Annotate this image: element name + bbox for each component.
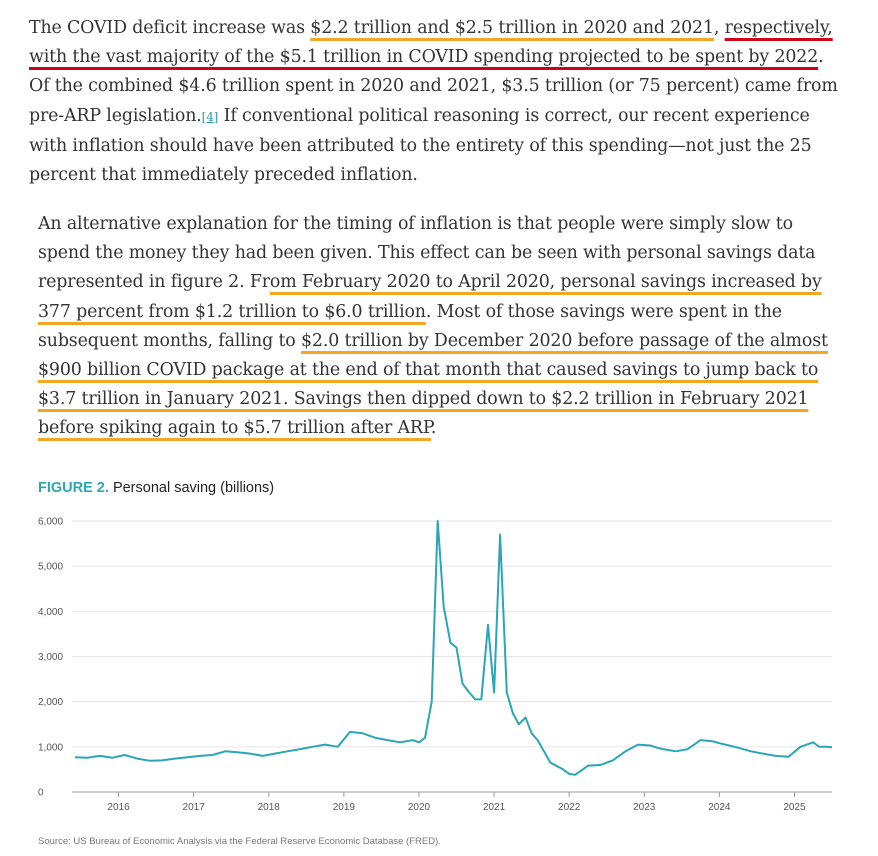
personal-saving-chart: 0 1,000 2,000 3,000 4,000 5,000 6,000 2016 2017…: [38, 517, 833, 813]
x-tick-label-2021: 2021: [483, 802, 506, 813]
y-tick-label-5000: 5,000: [38, 562, 63, 573]
figure-title: FIGURE 2. Personal saving (billions): [38, 480, 274, 496]
y-tick-label-6000: 6,000: [38, 517, 63, 528]
x-tick-label-2019: 2019: [333, 802, 356, 813]
x-tick-label-2018: 2018: [258, 802, 281, 813]
p1-text-4: If conventional political reasoning is c…: [29, 105, 812, 186]
p2-text-2: . Most of those savings were spent in th…: [38, 301, 782, 351]
p1-text-3: . Of the combined $4.6 trillion spent in…: [29, 47, 838, 126]
x-tick-label-2020: 2020: [408, 802, 431, 813]
figure-source: Source: US Bureau of Economic Analysis v…: [38, 836, 441, 847]
y-axis-labels: 0 1,000 2,000 3,000 4,000 5,000 6,000: [38, 517, 63, 799]
x-tick-label-2017: 2017: [183, 802, 206, 813]
x-tick-label-2025: 2025: [783, 802, 806, 813]
x-axis-ticks: [118, 792, 795, 797]
y-grid: [72, 520, 832, 748]
p1-text-1: The COVID deficit increase was: [29, 18, 311, 38]
p1-highlight-deficit: $2.2 trillion and $2.5 trillion in 2020 …: [310, 18, 714, 38]
series-line-personal-saving: [74, 520, 833, 776]
x-tick-label-2024: 2024: [708, 802, 731, 813]
y-tick-label-4000: 4,000: [38, 607, 63, 618]
figure-label: FIGURE 2.: [38, 480, 109, 496]
footnote-link-4[interactable]: [4]: [201, 109, 219, 124]
p2-text-1: An alternative explanation for the timin…: [38, 214, 816, 293]
y-tick-label-0: 0: [38, 788, 44, 799]
y-tick-label-2000: 2,000: [38, 697, 63, 708]
x-axis-labels: 2016 2017 2018 2019 2020 2021 2022 2023 2024 2025: [107, 802, 806, 813]
x-tick-label-2016: 2016: [107, 802, 130, 813]
p1-text-2: ,: [713, 18, 725, 38]
y-tick-label-3000: 3,000: [38, 652, 63, 663]
p2-text-3: .: [430, 418, 437, 439]
paragraph-1: The COVID deficit increase was $2.2 tril…: [29, 14, 839, 190]
p1-highlight-spending: respectively, with the vast majority of …: [29, 18, 833, 68]
paragraph-2: An alternative explanation for the timin…: [38, 210, 838, 444]
p2-highlight-fall: $2.0 trillion by December 2020 before pa…: [38, 330, 828, 439]
x-tick-label-2022: 2022: [558, 802, 581, 813]
p2-highlight-increase: om February 2020 to April 2020, personal…: [38, 272, 822, 322]
y-tick-label-1000: 1,000: [38, 742, 63, 753]
figure-title-text: Personal saving (billions): [112, 480, 275, 496]
x-tick-label-2023: 2023: [633, 802, 656, 813]
